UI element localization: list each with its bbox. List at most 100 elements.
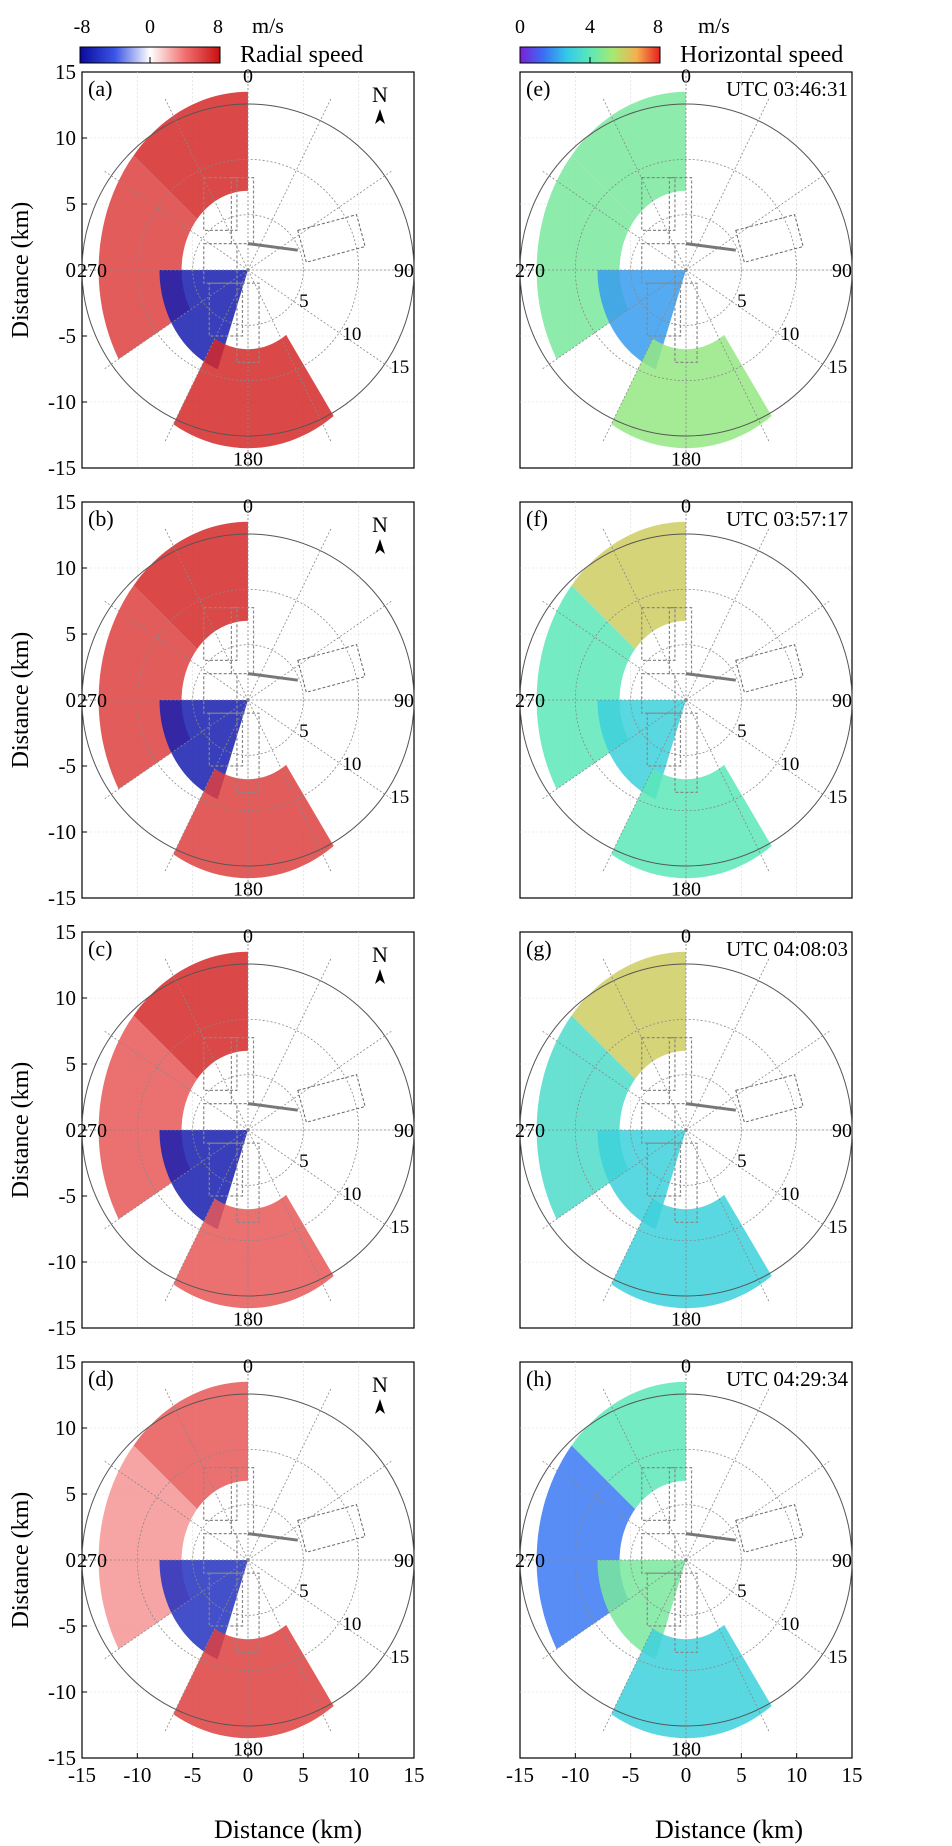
timestamp-label: UTC 04:08:03 [726, 937, 848, 961]
panel-label: (e) [526, 76, 550, 101]
north-arrow-icon: N [372, 82, 388, 124]
range-ring-label-0: 5 [299, 291, 309, 312]
range-ring-label-1: 10 [342, 1184, 361, 1205]
data-region-2 [159, 270, 248, 370]
y-axis-label: Distance (km) [8, 1062, 34, 1199]
colorbar-radial-tick-1: 0 [145, 16, 155, 38]
x-tick-label-5: 10 [786, 1763, 807, 1787]
data-region-3 [611, 764, 772, 879]
azimuth-label-west: 270 [515, 1120, 545, 1142]
range-ring-label-2: 15 [828, 1647, 847, 1668]
data-region-3 [173, 1194, 334, 1309]
panels: 0 90 180 270 5 10 15 (a) N 15 10 5 0 -5 -10 -15 Distance… [8, 60, 863, 1787]
y-tick-label-1: 10 [55, 986, 76, 1010]
colorbar-radial-unit: m/s [252, 13, 284, 38]
azimuth-label-south: 180 [233, 1308, 263, 1330]
y-tick-label-2: 5 [66, 1482, 77, 1506]
x-axis-label-right: Distance (km) [655, 1815, 803, 1844]
y-tick-label-3: 0 [66, 1548, 77, 1572]
x-tick-label-2: -5 [184, 1763, 202, 1787]
panel-label: (b) [88, 506, 114, 531]
panel-h: 0 90 180 270 5 10 15 (h) UTC 04:29:34 -15 -10 -5 0 5 1… [506, 1356, 863, 1787]
data-region-3 [611, 1624, 772, 1739]
data-region-0 [571, 521, 686, 650]
azimuth-label-north: 0 [243, 926, 253, 948]
x-tick-label-3: 0 [243, 1763, 254, 1787]
panel-g: 0 90 180 270 5 10 15 (g) UTC 04:08:03 [515, 926, 853, 1330]
panel-c: 0 90 180 270 5 10 15 (c) N 15 10 5 0 -5 -10 -15 Distance… [8, 920, 415, 1340]
azimuth-label-west: 270 [77, 690, 107, 712]
x-tick-label-4: 5 [736, 1763, 747, 1787]
timestamp-label: UTC 04:29:34 [726, 1367, 848, 1391]
azimuth-label-north: 0 [243, 496, 253, 518]
range-ring-label-1: 10 [780, 1184, 799, 1205]
panel-label: (h) [526, 1366, 552, 1391]
data-region-2 [159, 1130, 248, 1230]
north-arrow-icon: N [372, 1372, 388, 1414]
range-ring-label-2: 15 [390, 1647, 409, 1668]
data-region-3 [173, 1624, 334, 1739]
x-tick-label-4: 5 [298, 1763, 309, 1787]
range-ring-label-1: 10 [780, 1614, 799, 1635]
colorbar-radial-label: Radial speed [240, 42, 363, 68]
azimuth-label-west: 270 [77, 1550, 107, 1572]
x-tick-label-0: -15 [506, 1763, 534, 1787]
panel-b: 0 90 180 270 5 10 15 (b) N 15 10 5 0 -5 -10 -15 Distance… [8, 490, 415, 910]
y-axis-label: Distance (km) [8, 1492, 34, 1629]
azimuth-label-west: 270 [77, 1120, 107, 1142]
range-ring-label-2: 15 [390, 787, 409, 808]
data-region-3 [173, 334, 334, 449]
y-tick-label-3: 0 [66, 688, 77, 712]
data-region-0 [133, 521, 248, 650]
colorbar-horizontal-label: Horizontal speed [680, 42, 843, 68]
north-arrow-icon: N [372, 512, 388, 554]
y-tick-label-5: -10 [48, 1680, 76, 1704]
y-tick-label-6: -15 [48, 456, 76, 480]
panel-label: (g) [526, 936, 552, 961]
y-tick-label-2: 5 [66, 622, 77, 646]
azimuth-label-east: 90 [394, 1120, 414, 1142]
y-tick-label-5: -10 [48, 1250, 76, 1274]
y-tick-label-3: 0 [66, 1118, 77, 1142]
range-ring-label-0: 5 [737, 291, 747, 312]
panel-d: 0 90 180 270 5 10 15 (d) N 15 10 5 0 -5 -10 -15 Distance… [8, 1350, 425, 1787]
svg-text:N: N [372, 942, 388, 967]
range-ring-label-1: 10 [780, 324, 799, 345]
svg-text:N: N [372, 512, 388, 537]
x-tick-label-1: -10 [561, 1763, 589, 1787]
data-region-2 [597, 1560, 686, 1660]
y-axis-label: Distance (km) [8, 202, 34, 339]
data-region-0 [133, 91, 248, 220]
y-tick-label-3: 0 [66, 258, 77, 282]
x-tick-label-1: -10 [123, 1763, 151, 1787]
azimuth-label-north: 0 [681, 1356, 691, 1378]
x-axis-label-left: Distance (km) [214, 1815, 362, 1844]
x-tick-label-3: 0 [681, 1763, 692, 1787]
y-tick-label-6: -15 [48, 1316, 76, 1340]
x-tick-label-6: 15 [404, 1763, 425, 1787]
azimuth-label-south: 180 [671, 1738, 701, 1760]
y-tick-label-5: -10 [48, 390, 76, 414]
data-region-2 [597, 270, 686, 370]
azimuth-label-east: 90 [832, 690, 852, 712]
range-ring-label-0: 5 [737, 1151, 747, 1172]
azimuth-label-east: 90 [832, 1120, 852, 1142]
colorbar-horizontal: 0 4 8 m/s Horizontal speed [515, 13, 843, 68]
panel-f: 0 90 180 270 5 10 15 (f) UTC 03:57:17 [515, 496, 853, 900]
azimuth-label-east: 90 [394, 690, 414, 712]
data-region-2 [159, 1560, 248, 1660]
data-region-0 [133, 951, 248, 1080]
y-tick-label-1: 10 [55, 1416, 76, 1440]
panel-e: 0 90 180 270 5 10 15 (e) UTC 03:46:31 [515, 66, 853, 470]
azimuth-label-south: 180 [671, 448, 701, 470]
data-region-0 [133, 1381, 248, 1510]
y-tick-label-4: -5 [59, 324, 77, 348]
azimuth-label-west: 270 [515, 690, 545, 712]
range-ring-label-2: 15 [828, 357, 847, 378]
colorbar-radial-tick-2: 8 [213, 16, 223, 38]
panel-label: (d) [88, 1366, 114, 1391]
range-ring-label-0: 5 [737, 721, 747, 742]
y-axis-label: Distance (km) [8, 632, 34, 769]
colorbar-horizontal-tick-1: 4 [585, 16, 595, 38]
